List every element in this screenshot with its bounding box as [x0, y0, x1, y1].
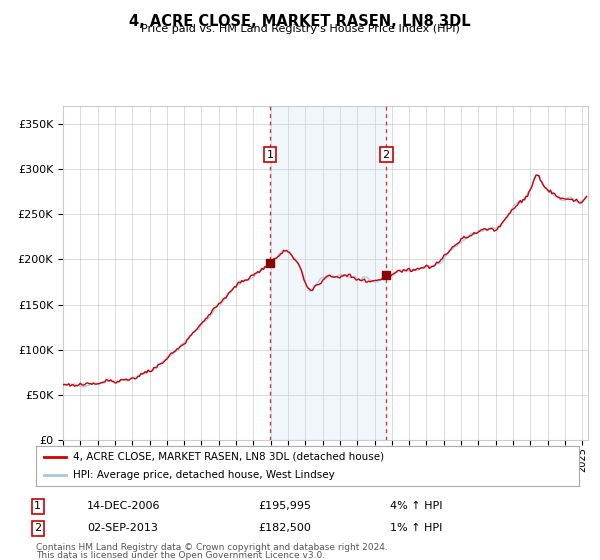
Text: 4, ACRE CLOSE, MARKET RASEN, LN8 3DL: 4, ACRE CLOSE, MARKET RASEN, LN8 3DL	[129, 14, 471, 29]
Text: 4% ↑ HPI: 4% ↑ HPI	[390, 501, 443, 511]
Text: £195,995: £195,995	[258, 501, 311, 511]
Text: 1% ↑ HPI: 1% ↑ HPI	[390, 523, 442, 533]
Text: £182,500: £182,500	[258, 523, 311, 533]
Text: This data is licensed under the Open Government Licence v3.0.: This data is licensed under the Open Gov…	[36, 551, 325, 560]
Text: Contains HM Land Registry data © Crown copyright and database right 2024.: Contains HM Land Registry data © Crown c…	[36, 543, 388, 552]
Text: Price paid vs. HM Land Registry's House Price Index (HPI): Price paid vs. HM Land Registry's House …	[140, 24, 460, 34]
Text: 2: 2	[383, 150, 390, 160]
Text: 4, ACRE CLOSE, MARKET RASEN, LN8 3DL (detached house): 4, ACRE CLOSE, MARKET RASEN, LN8 3DL (de…	[73, 452, 384, 461]
Text: 14-DEC-2006: 14-DEC-2006	[87, 501, 161, 511]
Text: 2: 2	[34, 523, 41, 533]
Text: 1: 1	[34, 501, 41, 511]
Text: 1: 1	[266, 150, 274, 160]
Bar	[270, 106, 386, 440]
Text: HPI: Average price, detached house, West Lindsey: HPI: Average price, detached house, West…	[73, 470, 335, 480]
Text: 02-SEP-2013: 02-SEP-2013	[87, 523, 158, 533]
